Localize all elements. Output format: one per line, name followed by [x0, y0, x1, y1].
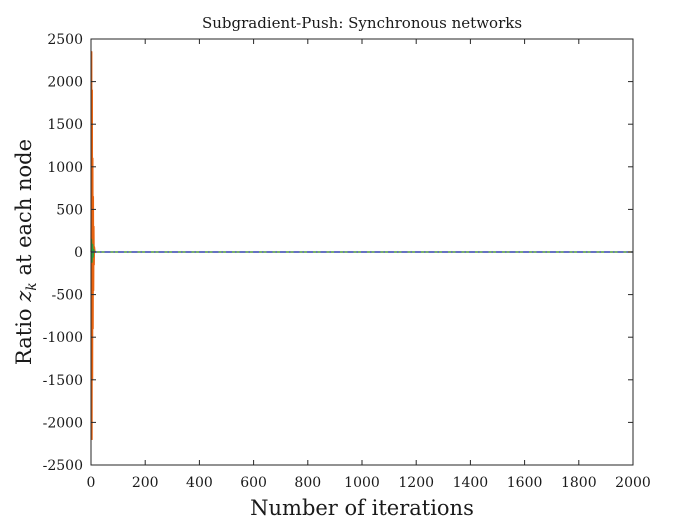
x-axis-ticks: 0 200 400 600 800 1000 1200 1400 1600 1800 2000	[87, 39, 651, 491]
y-axis-label: Ratio zk at each node	[12, 139, 40, 365]
y-tick-label: -2500	[43, 458, 83, 474]
y-tick-label: 2500	[47, 32, 83, 48]
x-tick-label: 2000	[615, 475, 651, 491]
y-tick-label: 1500	[47, 117, 83, 133]
x-tick-label: 600	[240, 475, 267, 491]
plot-area-frame	[90, 38, 634, 466]
x-tick-label: 1200	[398, 475, 434, 491]
chart-title: Subgradient-Push: Synchronous networks	[202, 14, 522, 32]
series-line-1	[90, 51, 633, 441]
y-axis-ticks: 2500 2000 1500 1000 500 0 -500 -1000 -1500 -2000 -…	[43, 32, 633, 474]
x-tick-label: 200	[132, 475, 159, 491]
y-axis-label-variable: z	[12, 290, 36, 303]
x-tick-label: 1800	[561, 475, 597, 491]
y-axis-label-suffix: at each node	[12, 139, 36, 282]
x-tick-label: 1400	[453, 475, 489, 491]
y-axis-label-prefix: Ratio	[12, 302, 36, 365]
y-tick-label: 0	[74, 245, 83, 261]
x-tick-label: 0	[87, 475, 96, 491]
x-tick-label: 1000	[344, 475, 380, 491]
y-tick-label: -500	[52, 288, 83, 304]
y-tick-label: -1000	[43, 330, 83, 346]
y-tick-label: 2000	[47, 75, 83, 91]
x-tick-label: 1600	[507, 475, 543, 491]
x-axis-label: Number of iterations	[250, 496, 474, 520]
x-tick-label: 800	[294, 475, 321, 491]
y-tick-label: -2000	[43, 415, 83, 431]
y-axis-label-subscript: k	[24, 282, 40, 290]
y-tick-label: 1000	[47, 160, 83, 176]
y-tick-label: 500	[56, 202, 83, 218]
x-tick-label: 400	[186, 475, 213, 491]
y-tick-label: -1500	[43, 373, 83, 389]
